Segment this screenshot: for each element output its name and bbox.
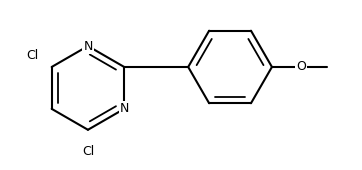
Text: O: O xyxy=(296,61,306,73)
Text: Cl: Cl xyxy=(26,49,39,62)
Text: Cl: Cl xyxy=(82,145,94,158)
Text: N: N xyxy=(83,40,93,53)
Text: N: N xyxy=(119,102,129,115)
